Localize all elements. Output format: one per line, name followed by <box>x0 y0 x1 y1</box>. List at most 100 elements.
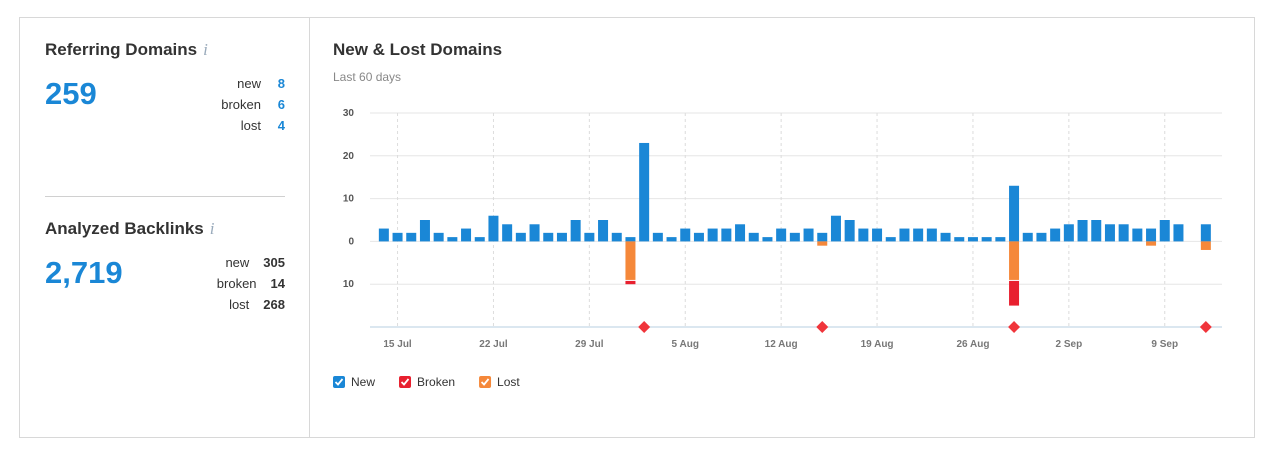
stat-label: broken <box>221 97 261 112</box>
stat-rows: new 8 broken 6 lost 4 <box>221 76 285 139</box>
bar-new <box>611 232 622 242</box>
bar-new <box>1118 224 1129 242</box>
bar-new <box>1173 224 1184 242</box>
x-tick-label: 12 Aug <box>765 339 798 350</box>
legend-check <box>400 378 410 386</box>
total: 259 <box>45 76 97 111</box>
bar-new <box>1009 185 1020 242</box>
x-tick-label: 9 Sep <box>1151 339 1178 350</box>
event-marker <box>1199 321 1212 333</box>
bar-new <box>378 228 389 242</box>
legend-label: New <box>351 375 375 389</box>
bar-lost <box>1200 241 1211 250</box>
summary-panel: Referring Domains i 259 new 8 broken 6 lost 4 … <box>20 18 310 437</box>
stat-label: new <box>237 76 261 91</box>
bar-new <box>474 237 485 242</box>
legend-label: Broken <box>417 375 455 389</box>
bar-new <box>707 228 718 242</box>
bar-new <box>1132 228 1143 242</box>
bar-new <box>803 228 814 242</box>
bar-new <box>625 237 636 242</box>
bar-new <box>899 228 910 242</box>
bar-new <box>406 232 417 242</box>
bar-new <box>556 232 567 242</box>
stat-label: lost <box>229 297 250 312</box>
bar-broken <box>625 280 636 285</box>
backlinks-block: Analyzed Backlinks i 2,719 new 305 broken 14… <box>45 219 285 312</box>
stat-row: broken 14 <box>217 276 285 297</box>
bar-new <box>721 228 732 242</box>
x-tick-label: 26 Aug <box>956 339 989 350</box>
info-icon[interactable]: i <box>209 219 215 238</box>
stat-row: new 8 <box>221 76 285 97</box>
bar-new <box>1159 220 1170 242</box>
x-tick-label: 2 Sep <box>1056 339 1083 350</box>
bar-new <box>515 232 526 242</box>
legend-item[interactable]: Lost <box>479 375 520 389</box>
bar-new <box>680 228 691 242</box>
bar-lost <box>1146 241 1157 246</box>
bar-new <box>776 228 787 242</box>
legend-item[interactable]: Broken <box>399 375 455 389</box>
bar-new <box>652 232 663 242</box>
stat-label: lost <box>240 118 261 133</box>
chart-subtitle: Last 60 days <box>333 70 401 84</box>
referring-block: Referring Domains i 259 new 8 broken 6 lost 4 <box>45 40 285 133</box>
x-tick-label: 22 Jul <box>479 339 508 350</box>
bar-new <box>693 232 704 242</box>
bar-new <box>954 237 965 242</box>
block-title: Analyzed Backlinks <box>45 219 204 238</box>
bar-new <box>1022 232 1033 242</box>
bar-new <box>1091 220 1102 242</box>
stat-label: broken <box>216 276 257 291</box>
bar-new <box>570 220 581 242</box>
legend-check <box>480 378 490 386</box>
bar-new <box>762 237 773 242</box>
y-tick-label: 30 <box>343 108 355 119</box>
bar-new <box>748 232 759 242</box>
stat-row: lost 268 <box>217 297 285 318</box>
bar-new <box>913 228 924 242</box>
widget-card: Referring Domains i 259 new 8 broken 6 lost 4 … <box>19 17 1255 438</box>
bar-new <box>830 215 841 242</box>
x-tick-label: 29 Jul <box>575 339 604 350</box>
bar-new <box>735 224 746 242</box>
legend-label: Lost <box>497 375 520 389</box>
stat-label: new <box>225 255 250 270</box>
bar-new <box>844 220 855 242</box>
bar-new <box>940 232 951 242</box>
bar-new <box>1200 224 1211 242</box>
bar-lost <box>817 241 828 246</box>
bar-new <box>529 224 540 242</box>
stat-value: 305 <box>263 255 285 270</box>
x-tick-label: 15 Jul <box>383 339 412 350</box>
y-tick-label: 10 <box>343 279 355 290</box>
bar-new <box>1050 228 1061 242</box>
stat-row: broken 6 <box>221 97 285 118</box>
stat-row: new 305 <box>217 255 285 276</box>
x-tick-label: 19 Aug <box>861 339 894 350</box>
stat-value: 6 <box>277 97 285 112</box>
bar-new <box>995 237 1006 242</box>
y-tick-label: 0 <box>348 236 354 247</box>
bar-new <box>488 215 499 242</box>
y-tick-label: 20 <box>343 151 355 162</box>
chart-title: New & Lost Domains <box>333 40 502 59</box>
bar-lost <box>625 241 636 280</box>
stat-value: 8 <box>277 76 285 91</box>
bar-new <box>1146 228 1157 242</box>
legend-item[interactable]: New <box>333 375 375 389</box>
bar-lost <box>1009 241 1020 280</box>
bar-new <box>584 232 595 242</box>
bar-new <box>639 142 650 242</box>
divider <box>45 196 285 197</box>
bar-new <box>447 237 458 242</box>
bar-new <box>858 228 869 242</box>
bar-new <box>598 220 609 242</box>
info-icon[interactable]: i <box>203 40 208 59</box>
stat-rows: new 305 broken 14 lost 268 <box>217 255 285 318</box>
stat-value: 4 <box>277 118 285 133</box>
bar-new <box>1077 220 1088 242</box>
